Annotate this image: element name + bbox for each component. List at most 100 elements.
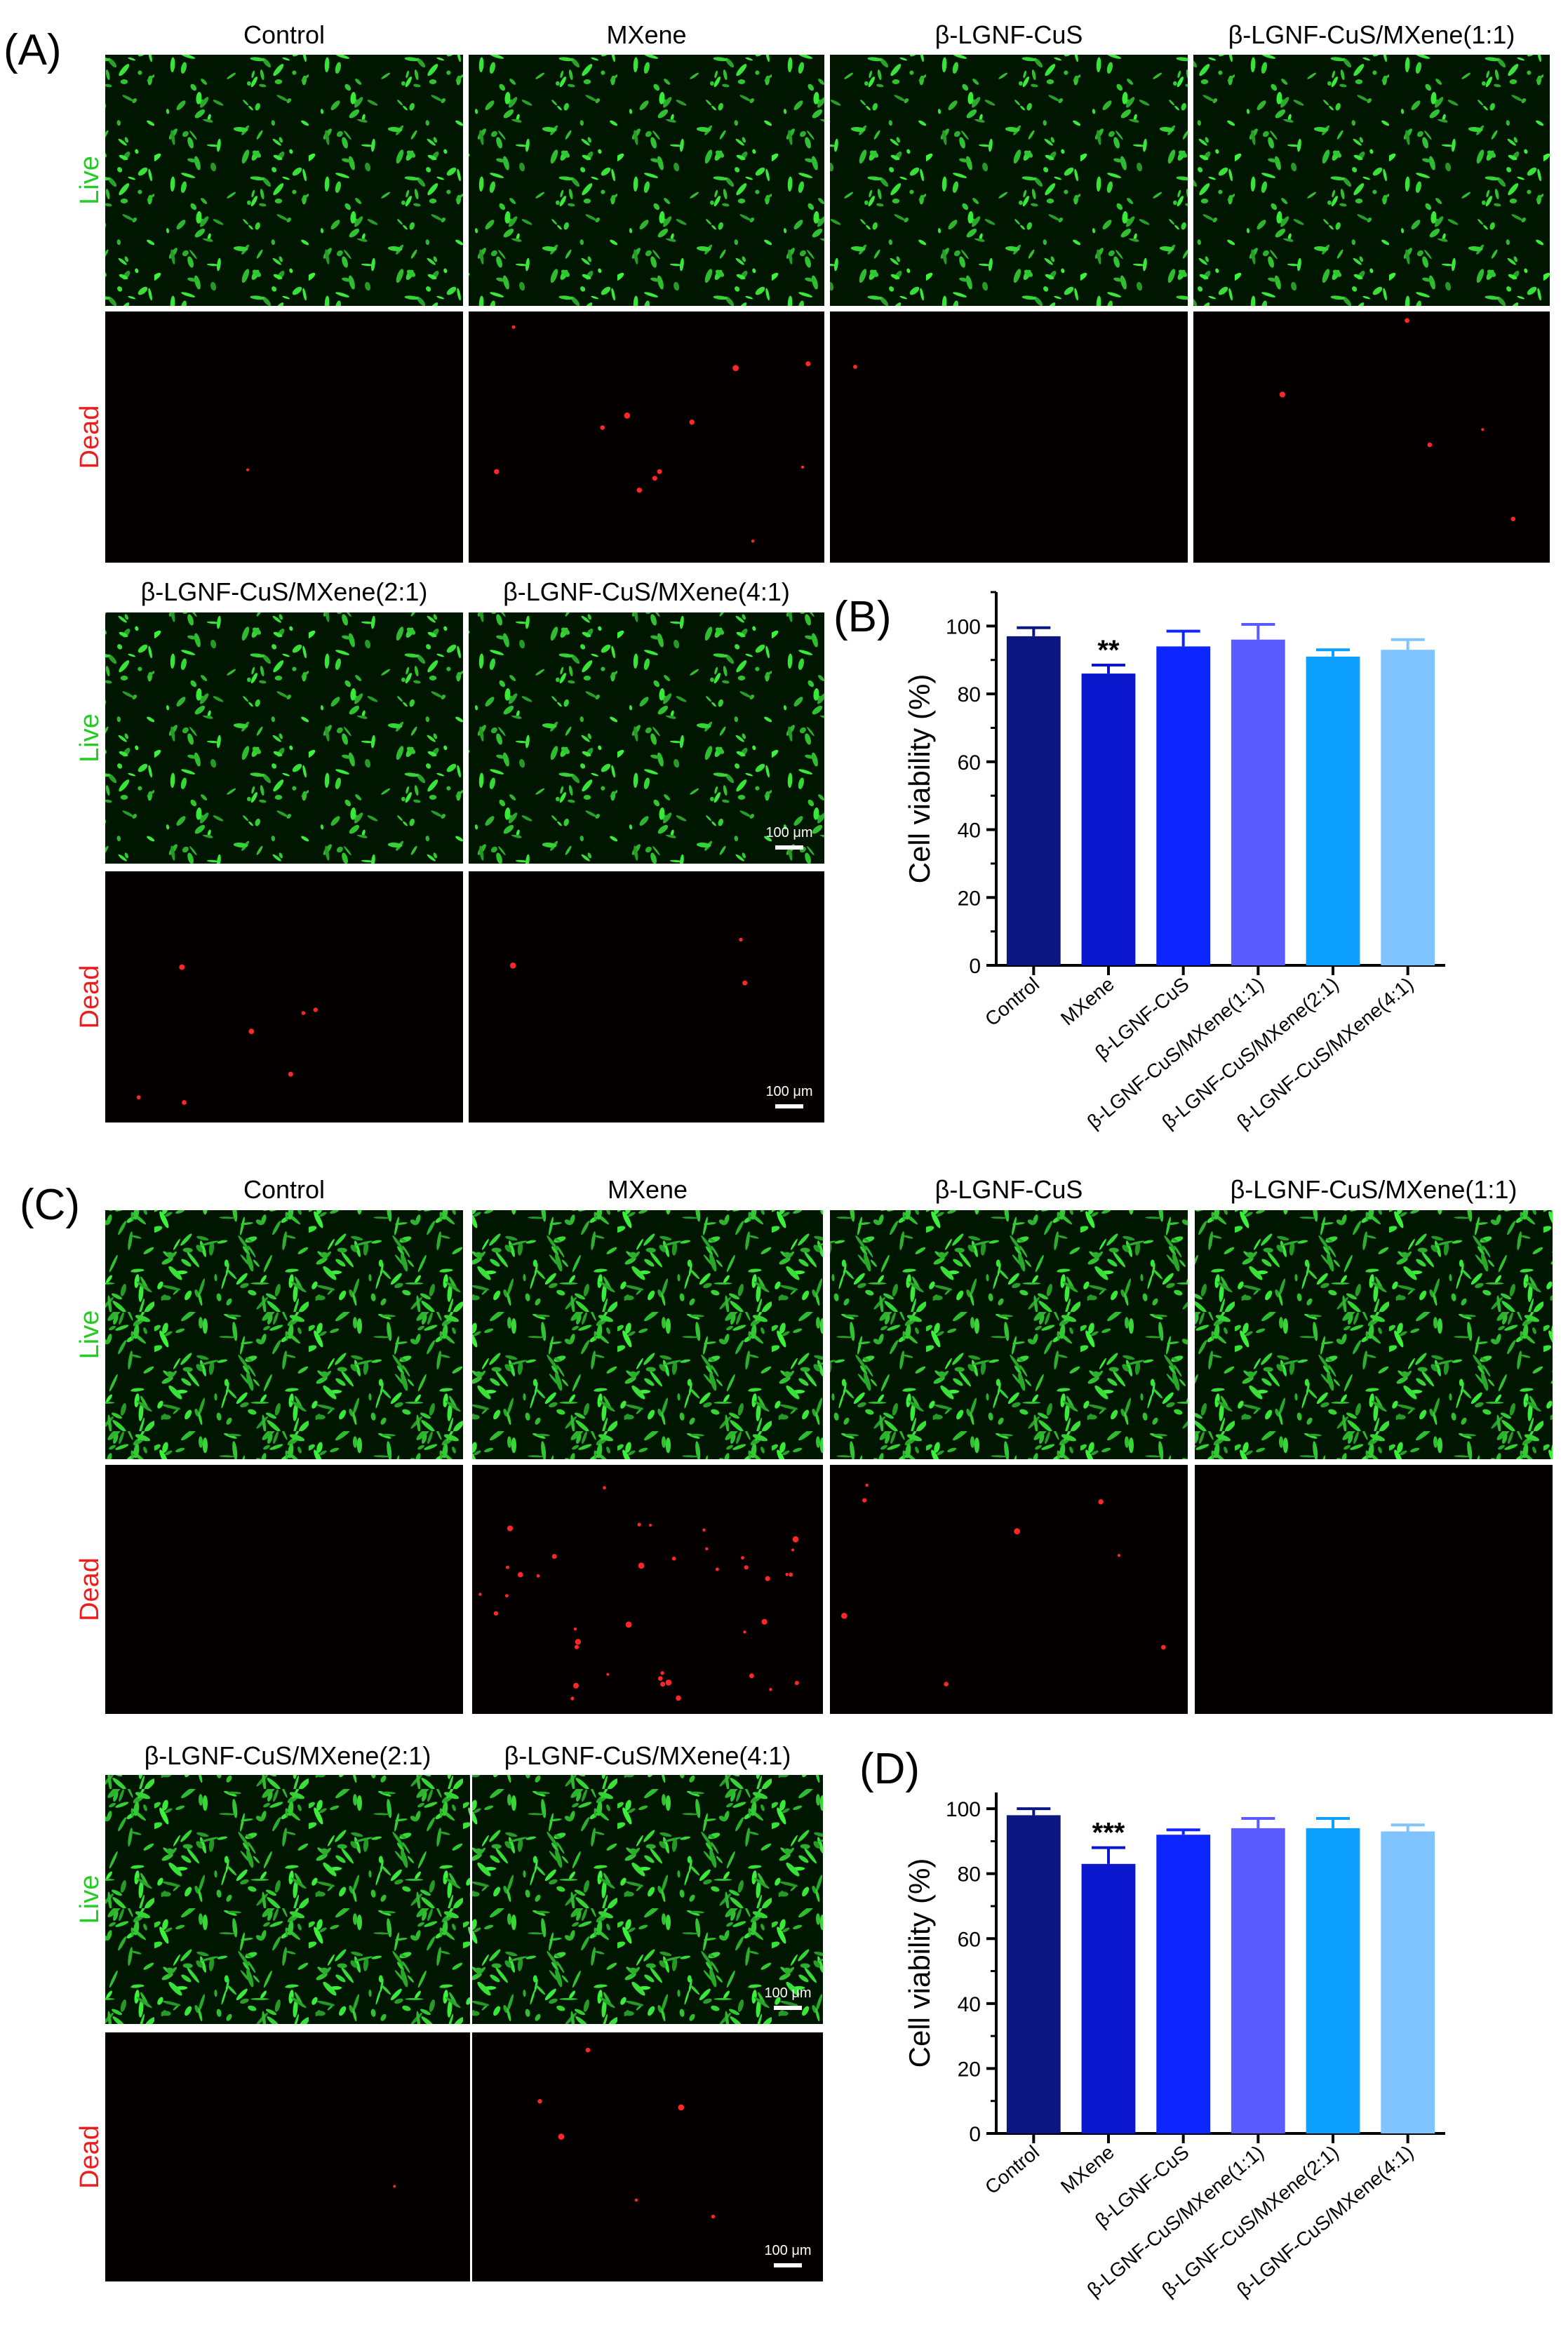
- x-tick-label: MXene: [1057, 973, 1118, 1030]
- dead-cell-dot: [676, 1695, 681, 1701]
- dead-cell-dot: [573, 1627, 577, 1631]
- dead-image: [472, 2032, 823, 2281]
- dead-cell-dot: [1117, 1554, 1120, 1557]
- dead-cell-dot: [301, 1011, 306, 1015]
- live-image: [105, 1775, 470, 2024]
- dead-cell-dot: [603, 1486, 606, 1490]
- group-label: β-LGNF-CuS: [935, 1175, 1083, 1204]
- row-label-dead: Dead: [75, 965, 105, 1029]
- group-label: MXene: [608, 1175, 688, 1204]
- dead-cell-dot: [585, 2047, 591, 2053]
- dead-cell-dot: [944, 1682, 949, 1687]
- dead-cell-dot: [792, 1536, 799, 1543]
- group-label: β-LGNF-CuS/MXene(1:1): [1228, 20, 1515, 49]
- dead-cell-dot: [660, 1671, 664, 1675]
- dead-cell-dot: [742, 980, 748, 986]
- dead-cell-dot: [637, 1522, 641, 1527]
- bar: [1306, 1828, 1360, 2133]
- dead-cell-dot: [573, 1682, 579, 1689]
- y-axis-label: Cell viability (%): [903, 1858, 936, 2068]
- dead-cell-dot: [805, 361, 811, 367]
- dead-cell-dot: [841, 1612, 847, 1619]
- y-tick-label: 100: [946, 1798, 981, 1821]
- dead-cell-dot: [1098, 1499, 1104, 1505]
- dead-image: [105, 1465, 463, 1714]
- y-tick-label: 100: [946, 615, 981, 638]
- dead-cell-dot: [705, 1547, 709, 1550]
- dead-cell-dot: [665, 1680, 672, 1686]
- y-tick-label: 80: [958, 683, 981, 706]
- dead-image: [469, 311, 824, 563]
- x-tick-label: Control: [981, 973, 1043, 1031]
- dead-cell-dot: [507, 1525, 514, 1532]
- group-label: Control: [243, 20, 325, 49]
- group-label: Control: [243, 1175, 325, 1204]
- significance-label: **: [1097, 635, 1120, 666]
- row-label-live: Live: [75, 156, 105, 205]
- dead-image: [1193, 311, 1550, 563]
- bar: [1081, 673, 1136, 965]
- dead-cell-dot: [789, 1572, 793, 1577]
- live-image: [472, 1775, 823, 2024]
- dead-cell-dot: [649, 1524, 652, 1527]
- dead-cell-dot: [518, 1571, 523, 1578]
- bar: [1006, 636, 1061, 965]
- row-label-live: Live: [75, 1875, 105, 1924]
- dead-cell-dot: [1405, 318, 1409, 323]
- scale-bar-label: 100 μm: [764, 1985, 811, 2001]
- dead-cell-dot: [1279, 391, 1285, 398]
- panel-letter: (A): [4, 26, 62, 74]
- dead-cell-dot: [624, 413, 631, 419]
- y-tick-label: 20: [958, 887, 981, 910]
- dead-cell-dot: [570, 1696, 575, 1701]
- panel-letter: (D): [859, 1745, 920, 1793]
- dead-cell-dot: [741, 1556, 744, 1560]
- dead-cell-dot: [393, 2185, 396, 2188]
- bar: [1006, 1815, 1061, 2133]
- bar: [1081, 1863, 1136, 2133]
- dead-cell-dot: [689, 420, 695, 425]
- dead-image: [469, 871, 824, 1122]
- scale-bar-label: 100 μm: [764, 2243, 811, 2258]
- dead-cell-dot: [537, 2099, 542, 2104]
- group-label: β-LGNF-CuS: [935, 20, 1083, 49]
- dead-image: [830, 311, 1188, 563]
- dead-image: [105, 311, 463, 563]
- bar: [1156, 1835, 1211, 2133]
- dead-cell-dot: [732, 365, 739, 371]
- dead-cell-dot: [761, 1618, 768, 1625]
- bar: [1156, 646, 1211, 965]
- dead-cell-dot: [715, 1567, 719, 1571]
- dead-cell-dot: [600, 425, 605, 430]
- dead-cell-dot: [739, 937, 743, 942]
- dead-cell-dot: [678, 2104, 685, 2111]
- dead-cell-dot: [494, 469, 500, 474]
- y-tick-label: 40: [958, 819, 981, 843]
- dead-cell-dot: [794, 1680, 799, 1685]
- bar: [1306, 656, 1360, 965]
- bar: [1381, 650, 1435, 965]
- dead-image: [472, 1465, 823, 1714]
- dead-cell-dot: [711, 2214, 716, 2219]
- dead-cell-dot: [506, 1565, 509, 1569]
- scale-bar: [775, 1104, 803, 1108]
- dead-cell-dot: [658, 1676, 663, 1681]
- row-label-live: Live: [75, 1311, 105, 1360]
- dead-image: [1195, 1465, 1553, 1714]
- dead-cell-dot: [179, 964, 185, 970]
- scale-bar-label: 100 μm: [765, 825, 812, 840]
- dead-cell-dot: [1427, 442, 1433, 448]
- bar: [1231, 1828, 1285, 2133]
- live-image: [830, 55, 1188, 306]
- row-label-dead: Dead: [75, 1557, 105, 1621]
- dead-cell-dot: [248, 1028, 255, 1034]
- dead-cell-dot: [865, 1483, 869, 1487]
- dead-image: [105, 2032, 470, 2281]
- dead-cell-dot: [743, 1630, 746, 1634]
- dead-cell-dot: [657, 469, 662, 474]
- dead-cell-dot: [765, 1576, 770, 1581]
- group-label: β-LGNF-CuS/MXene(4:1): [503, 577, 790, 606]
- live-image: [105, 1210, 463, 1459]
- significance-label: ***: [1092, 1818, 1125, 1849]
- y-tick-label: 40: [958, 1993, 981, 2016]
